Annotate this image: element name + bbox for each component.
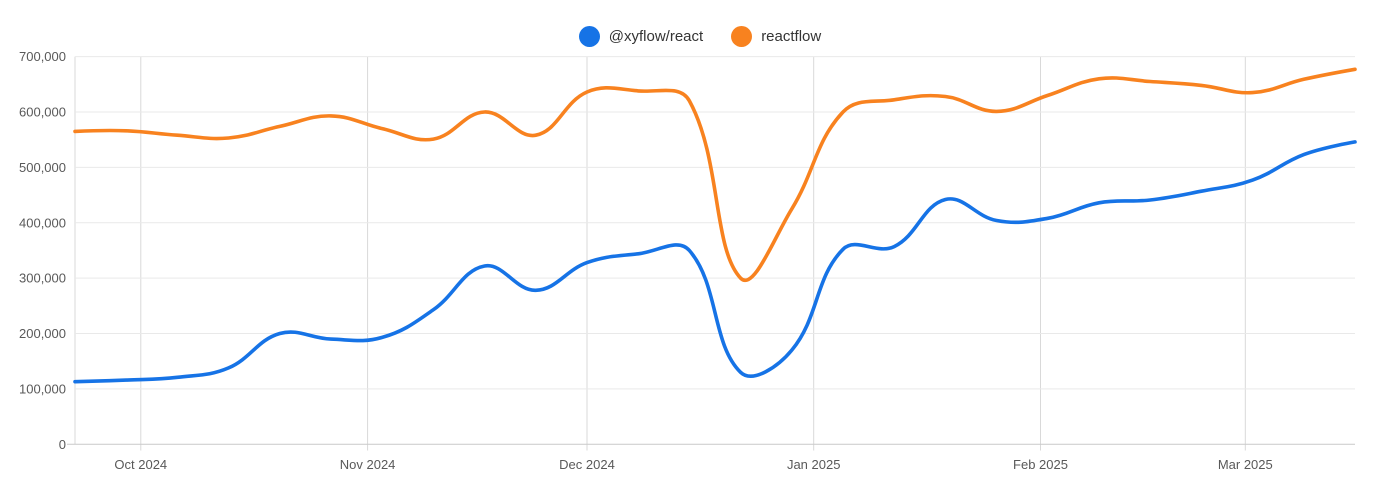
legend: @xyflow/react reactflow — [0, 26, 1400, 47]
legend-label: reactflow — [761, 28, 822, 45]
x-gridlines — [140, 56, 1246, 451]
legend-item-reactflow[interactable]: reactflow — [731, 26, 821, 47]
x-tick-label: Jan 2025 — [787, 457, 841, 472]
series-color-dot-icon — [731, 26, 753, 47]
y-tick-label: 100,000 — [19, 381, 66, 396]
x-tick-label: Nov 2024 — [340, 457, 396, 472]
series-line-reactflow[interactable] — [73, 67, 1357, 283]
y-gridlines — [75, 56, 1355, 390]
x-tick-labels: Oct 2024 Nov 2024 Dec 2024 Jan 2025 Feb 2025… — [114, 457, 1272, 472]
y-tick-label: 400,000 — [19, 215, 66, 230]
series-color-dot-icon — [578, 26, 600, 47]
y-tick-label: 300,000 — [19, 271, 66, 286]
x-tick-label: Oct 2024 — [114, 457, 167, 472]
y-tick-label: 600,000 — [19, 105, 66, 120]
legend-label: @xyflow/react — [608, 28, 704, 45]
x-tick-label: Dec 2024 — [559, 457, 615, 472]
y-tick-label: 200,000 — [19, 326, 66, 341]
legend-item-xyflow-react[interactable]: @xyflow/react — [578, 26, 704, 47]
x-tick-label: Mar 2025 — [1218, 457, 1273, 472]
y-tick-labels: 0 100,000 200,000 300,000 400,000 500,000 600,… — [19, 49, 66, 452]
series-line-xyflow-react[interactable] — [73, 140, 1357, 384]
y-tick-label: 500,000 — [19, 160, 66, 175]
x-tick-label: Feb 2025 — [1013, 457, 1068, 472]
y-tick-label: 0 — [59, 437, 66, 452]
y-tick-label: 700,000 — [19, 49, 66, 64]
